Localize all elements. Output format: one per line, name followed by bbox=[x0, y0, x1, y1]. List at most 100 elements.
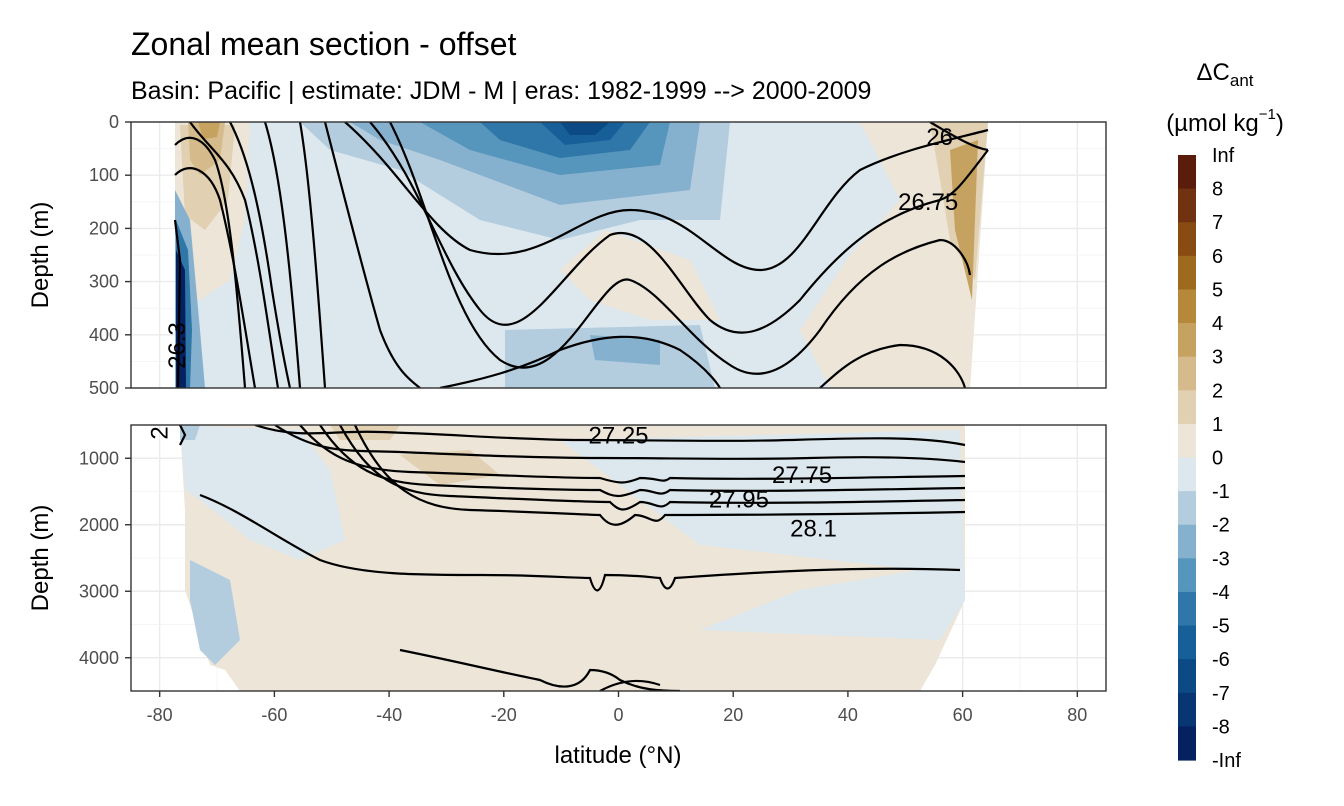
lower-contour-5 bbox=[339, 425, 966, 511]
legend-units-sup: −1 bbox=[1259, 106, 1276, 123]
lower-contours bbox=[179, 425, 966, 691]
upper-contour-1 bbox=[174, 136, 247, 388]
y-tick-label: 400 bbox=[89, 325, 119, 345]
contour-label: 2 bbox=[147, 426, 174, 439]
legend-swatch bbox=[1178, 491, 1196, 526]
legend-swatches bbox=[1178, 155, 1196, 761]
lower-contour-1 bbox=[254, 425, 966, 447]
legend-level-label: 5 bbox=[1212, 279, 1223, 301]
chart-subtitle: Basin: Pacific | estimate: JDM - M | era… bbox=[131, 77, 871, 105]
legend-units: (µmol kg−1) bbox=[1166, 106, 1284, 137]
legend-swatch bbox=[1178, 423, 1196, 459]
y-tick-label: 2000 bbox=[79, 515, 119, 535]
upper-fill-neg-deep-a bbox=[560, 122, 610, 135]
legend-swatch bbox=[1178, 222, 1196, 257]
legend-swatch bbox=[1178, 390, 1196, 425]
legend-swatch bbox=[1178, 659, 1196, 694]
contour-label: 28.1 bbox=[790, 516, 837, 543]
upper-contour-6 bbox=[298, 122, 327, 388]
y-tick-label: 500 bbox=[89, 378, 119, 398]
legend-level-label: 3 bbox=[1212, 347, 1223, 369]
x-tick-label: 20 bbox=[723, 705, 743, 725]
upper-fill-pos1b bbox=[800, 122, 988, 388]
x-tick-label: 40 bbox=[838, 705, 858, 725]
upper-contour-7 bbox=[323, 122, 421, 388]
axes: -80 -60 -40 -20 0 20 40 60 80 0 100 200 300 400 500 100… bbox=[79, 112, 1087, 725]
legend-units-post: ) bbox=[1276, 110, 1284, 137]
upper-contour-11 bbox=[439, 335, 721, 388]
legend-units-pre: (µmol kg bbox=[1166, 110, 1259, 137]
legend-level-label: -4 bbox=[1212, 582, 1230, 604]
y-tick-label: 300 bbox=[89, 272, 119, 292]
upper-y-axis-title: Depth (m) bbox=[27, 202, 54, 309]
contour-label: 27.25 bbox=[588, 423, 648, 450]
legend-swatch bbox=[1178, 255, 1196, 291]
x-tick-label: -20 bbox=[491, 705, 517, 725]
x-tick-label: -80 bbox=[147, 705, 173, 725]
legend-level-label: 7 bbox=[1212, 212, 1223, 234]
legend-labels: Inf 8 7 6 5 4 3 2 1 0 -1 -2 -3 -4 -5 -6 -7 -8 -Inf bbox=[1212, 145, 1241, 772]
legend-level-label: 8 bbox=[1212, 179, 1223, 201]
legend-level-label: -6 bbox=[1212, 649, 1230, 671]
contour-label: 26.3 bbox=[164, 322, 191, 369]
y-tick-label: 4000 bbox=[79, 648, 119, 668]
upper-panel-border bbox=[130, 121, 1107, 389]
legend-level-label: -7 bbox=[1212, 683, 1230, 705]
lower-fill-neg-west bbox=[180, 425, 345, 560]
legend-level-label: Inf bbox=[1212, 145, 1235, 167]
legend-title: ΔCant bbox=[1196, 59, 1253, 90]
legend-swatch bbox=[1178, 524, 1196, 559]
upper-contour-4 bbox=[229, 122, 292, 388]
lower-contour-8 bbox=[399, 648, 681, 691]
upper-contour-5 bbox=[263, 122, 302, 388]
lower-fill-pos2a bbox=[400, 450, 500, 485]
x-axis-title: latitude (°N) bbox=[555, 742, 682, 769]
legend-level-label: 0 bbox=[1212, 448, 1223, 470]
upper-contour-coast bbox=[173, 219, 182, 388]
upper-fill-pos3b bbox=[950, 140, 978, 300]
x-tick-label: 0 bbox=[613, 705, 623, 725]
legend-title-main: ΔC bbox=[1196, 59, 1229, 86]
y-tick-label: 3000 bbox=[79, 581, 119, 601]
x-tick-label: 60 bbox=[953, 705, 973, 725]
upper-fill-pos4a bbox=[198, 122, 220, 139]
x-tick-label: 80 bbox=[1067, 705, 1087, 725]
upper-contour-2 bbox=[174, 167, 257, 388]
lower-contour-6 bbox=[354, 425, 966, 526]
upper-contour-12 bbox=[819, 343, 967, 388]
legend-swatch bbox=[1178, 457, 1196, 492]
legend-swatch bbox=[1178, 155, 1196, 190]
contour-label: 27.75 bbox=[772, 462, 832, 489]
y-tick-label: 1000 bbox=[79, 448, 119, 468]
legend-level-label: 2 bbox=[1212, 380, 1223, 402]
upper-contour-10 bbox=[389, 122, 972, 375]
legend-swatch bbox=[1178, 726, 1196, 761]
lower-contour-10 bbox=[179, 425, 187, 446]
chart-title: Zonal mean section - offset bbox=[131, 26, 517, 62]
legend-swatch bbox=[1178, 323, 1196, 358]
legend: ΔCant (µmol kg−1) Inf 8 7 6 5 4 3 2 1 0 -1 -2 -3 -4 -5… bbox=[1166, 59, 1284, 772]
legend-level-label: 1 bbox=[1212, 414, 1223, 436]
upper-contours bbox=[173, 122, 989, 388]
legend-level-label: 6 bbox=[1212, 246, 1223, 268]
y-tick-label: 200 bbox=[89, 218, 119, 238]
upper-contour-8 bbox=[344, 122, 989, 272]
legend-level-label: -8 bbox=[1212, 716, 1230, 738]
y-tick-label: 100 bbox=[89, 165, 119, 185]
contour-label: 26.75 bbox=[898, 189, 958, 216]
lower-contour-7 bbox=[199, 493, 961, 592]
legend-swatch bbox=[1178, 591, 1196, 627]
x-tick-label: -40 bbox=[376, 705, 402, 725]
upper-contour-3 bbox=[189, 122, 280, 388]
upper-contour-9 bbox=[369, 122, 989, 334]
legend-level-label: -1 bbox=[1212, 481, 1230, 503]
legend-level-label: -Inf bbox=[1212, 750, 1241, 772]
lower-field bbox=[180, 425, 965, 691]
legend-swatch bbox=[1178, 558, 1196, 593]
legend-swatch bbox=[1178, 188, 1196, 223]
upper-contour-13 bbox=[929, 122, 989, 152]
lower-fill-neg-east bbox=[560, 430, 965, 640]
legend-level-label: 4 bbox=[1212, 313, 1223, 335]
